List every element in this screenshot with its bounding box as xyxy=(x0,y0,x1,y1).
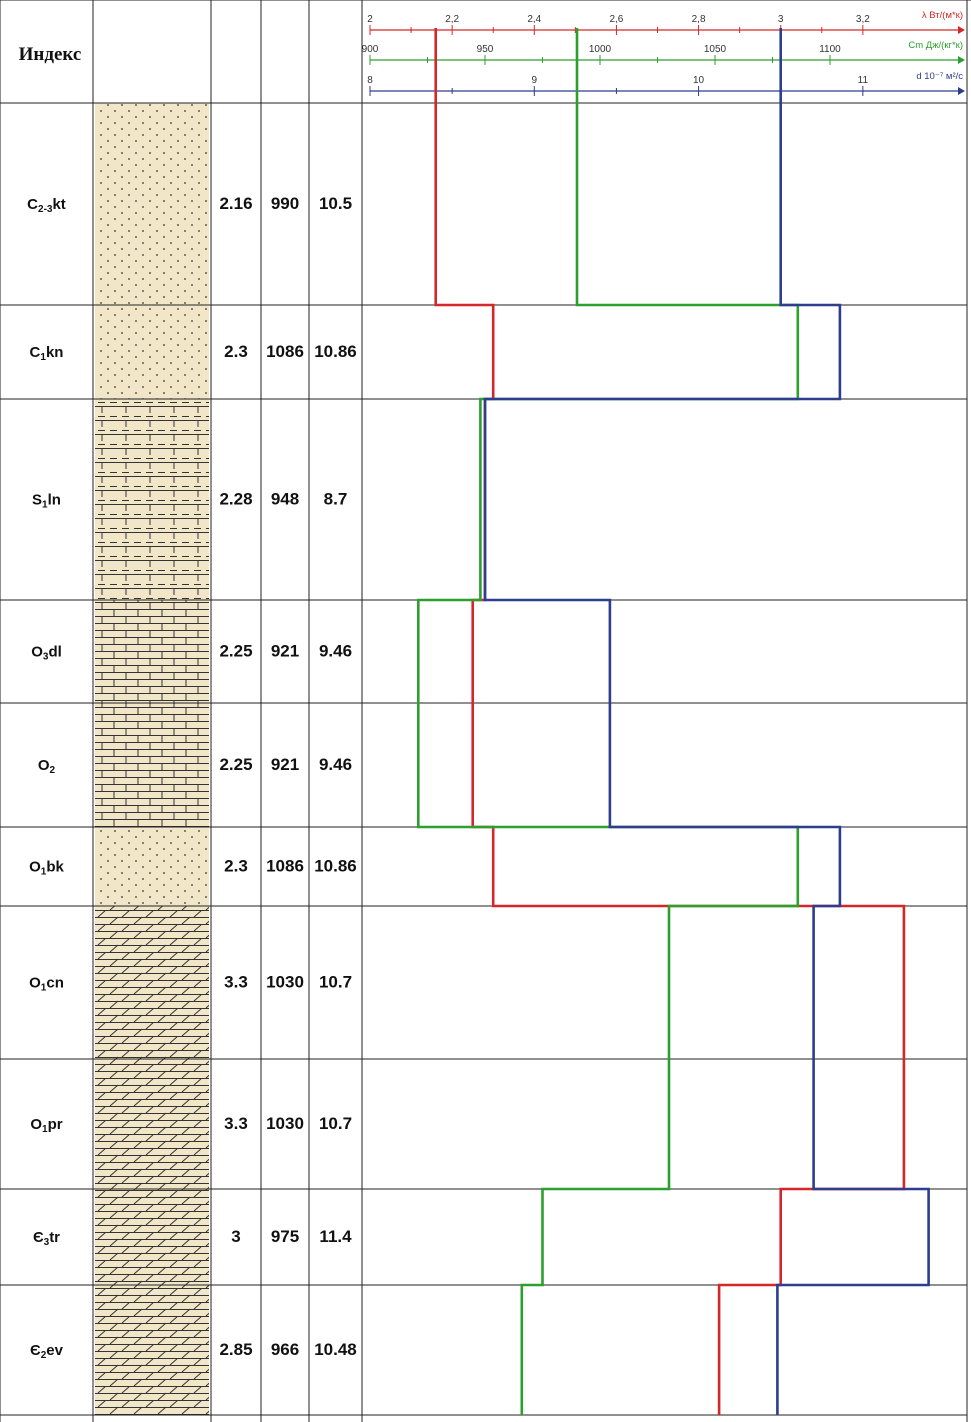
axis-tick-label-lambda: 2 xyxy=(367,14,373,25)
cm-value-Є2ev: 966 xyxy=(271,1340,299,1359)
cm-value-O1pr: 1030 xyxy=(266,1114,304,1133)
lambda-value-O1bk: 2.3 xyxy=(224,857,248,876)
lithology-fill-Є3tr xyxy=(95,1189,209,1285)
layer-index-O1cn: O1cn xyxy=(29,975,64,994)
lambda-value-C1kn: 2.3 xyxy=(224,342,248,361)
axis-arrow-d xyxy=(958,87,965,95)
axis-tick-label-d: 11 xyxy=(858,75,869,86)
axis-tick-label-cm: 950 xyxy=(477,44,494,55)
layer-index-C2-3kt: C2-3kt xyxy=(27,196,66,215)
axis-tick-label-lambda: 2,6 xyxy=(609,14,623,25)
d-value-O2: 9.46 xyxy=(319,755,352,774)
lithology-fill-C2-3kt xyxy=(95,103,209,305)
d-value-C2-3kt: 10.5 xyxy=(319,194,352,213)
series-line-d xyxy=(483,28,930,1415)
axis-tick-label-lambda: 3 xyxy=(778,14,784,25)
d-value-O3dl: 9.46 xyxy=(319,642,352,661)
axis-tick-label-lambda: 3,2 xyxy=(856,14,870,25)
lithology-fill-O1bk xyxy=(95,827,209,906)
axis-tick-label-lambda: 2,2 xyxy=(445,14,459,25)
lambda-value-O2: 2.25 xyxy=(219,755,252,774)
lithology-fill-S1ln xyxy=(95,399,209,600)
lithology-column xyxy=(95,103,209,1415)
cm-value-O2: 921 xyxy=(271,755,299,774)
axis-tick-label-cm: 1000 xyxy=(589,44,612,55)
layer-index-O2: O2 xyxy=(38,757,56,776)
d-value-Є3tr: 11.4 xyxy=(319,1227,352,1246)
lithology-fill-Є2ev xyxy=(95,1285,209,1415)
axis-label-d: d 10⁻⁷ м²/с xyxy=(916,71,963,82)
lithology-fill-O2 xyxy=(95,703,209,827)
lambda-value-O1cn: 3.3 xyxy=(224,973,248,992)
axis-arrow-lambda xyxy=(958,26,965,34)
layer-index-C1kn: C1kn xyxy=(30,344,64,363)
lambda-value-Є2ev: 2.85 xyxy=(219,1340,252,1359)
layer-index-O1bk: O1bk xyxy=(29,859,64,878)
d-value-O1pr: 10.7 xyxy=(319,1114,352,1133)
d-value-S1ln: 8.7 xyxy=(324,490,348,509)
lithology-fill-O1pr xyxy=(95,1059,209,1189)
series-line-lambda xyxy=(434,28,906,1415)
layer-index-O1pr: O1pr xyxy=(30,1116,62,1135)
axis-tick-label-cm: 1100 xyxy=(819,44,841,55)
axis-tick-label-d: 9 xyxy=(532,75,538,86)
lambda-value-C2-3kt: 2.16 xyxy=(219,194,252,213)
axis-arrow-cm xyxy=(958,56,965,64)
series-lines xyxy=(417,28,930,1415)
lambda-value-S1ln: 2.28 xyxy=(219,490,252,509)
axis-tick-label-d: 8 xyxy=(367,75,373,86)
lithology-fill-O1cn xyxy=(95,906,209,1059)
axis-tick-label-cm: 900 xyxy=(362,44,379,55)
d-value-Є2ev: 10.48 xyxy=(314,1340,357,1359)
layer-index-Є2ev: Є2ev xyxy=(30,1342,64,1361)
lambda-value-Є3tr: 3 xyxy=(231,1227,240,1246)
d-value-O1cn: 10.7 xyxy=(319,973,352,992)
header-title: Индекс xyxy=(19,44,82,65)
axis-tick-label-lambda: 2,8 xyxy=(692,14,706,25)
layer-rows: C2-3kt 2.16 990 10.5 C1kn 2.3 1086 10.86 S1ln 2.2… xyxy=(27,194,357,1361)
lithology-fill-O3dl xyxy=(95,600,209,703)
value-axes: 2 2,2 2,4 2,6 2,8 3 3,2 λ Вт/(м*к) 900 950 1000 105… xyxy=(362,10,965,96)
lithology-fill-C1kn xyxy=(95,305,209,399)
layer-index-Є3tr: Є3tr xyxy=(33,1229,60,1248)
cm-value-O1bk: 1086 xyxy=(266,857,304,876)
lambda-value-O1pr: 3.3 xyxy=(224,1114,248,1133)
axis-label-cm: Cm Дж/(кг*к) xyxy=(908,40,963,51)
cm-value-O1cn: 1030 xyxy=(266,973,304,992)
d-value-O1bk: 10.86 xyxy=(314,857,357,876)
cm-value-O3dl: 921 xyxy=(271,642,299,661)
series-line-cm xyxy=(417,28,800,1415)
layer-index-S1ln: S1ln xyxy=(32,492,61,511)
d-value-C1kn: 10.86 xyxy=(314,342,357,361)
axis-label-lambda: λ Вт/(м*к) xyxy=(922,10,963,21)
axis-tick-label-cm: 1050 xyxy=(704,44,727,55)
axis-tick-label-lambda: 2,4 xyxy=(527,14,541,25)
cm-value-S1ln: 948 xyxy=(271,490,299,509)
cm-value-C2-3kt: 990 xyxy=(271,194,299,213)
cm-value-Є3tr: 975 xyxy=(271,1227,299,1246)
layer-index-O3dl: O3dl xyxy=(31,644,62,663)
lambda-value-O3dl: 2.25 xyxy=(219,642,252,661)
cm-value-C1kn: 1086 xyxy=(266,342,304,361)
axis-tick-label-d: 10 xyxy=(693,75,705,86)
